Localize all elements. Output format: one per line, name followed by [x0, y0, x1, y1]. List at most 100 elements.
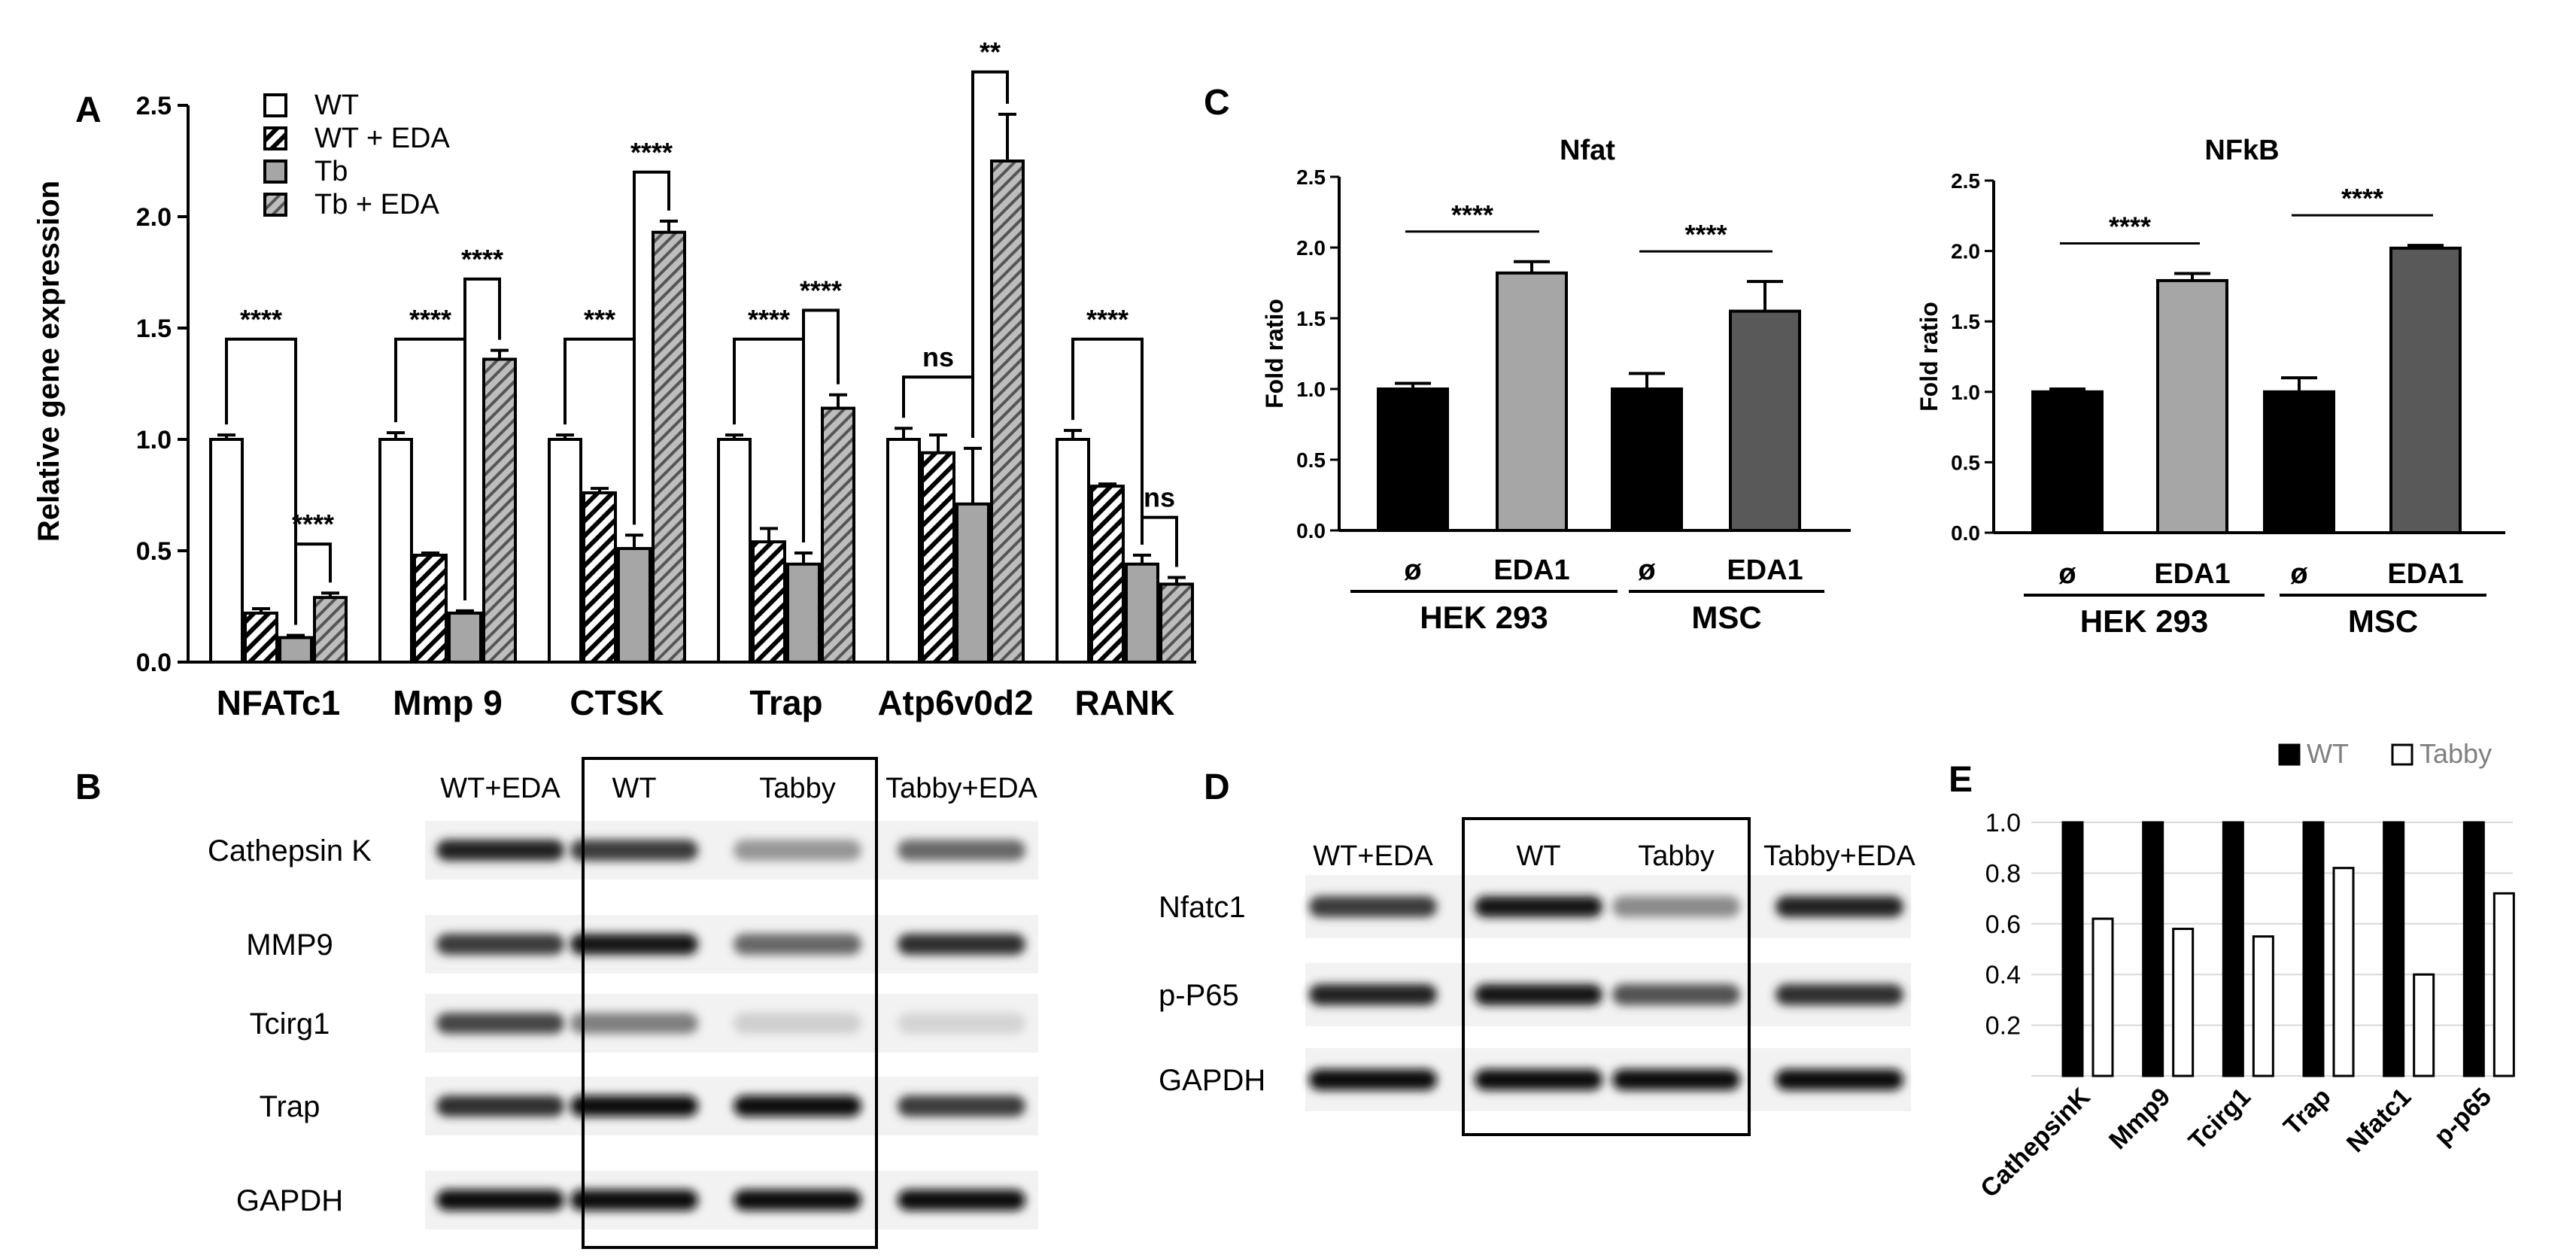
band	[1776, 984, 1903, 1005]
bar	[921, 451, 955, 664]
band	[734, 934, 861, 955]
y-tick-label: 1.0	[136, 426, 172, 454]
panel-a-ylabel: Relative gene expression	[32, 181, 65, 542]
significance-label: ****	[2341, 183, 2383, 214]
bar	[786, 562, 821, 664]
bar	[1377, 387, 1449, 532]
y-tick-label: 0.0	[136, 649, 172, 677]
y-tick-label: 2.5	[1951, 169, 1980, 193]
category-label: ø	[1404, 555, 1422, 586]
y-tick-label: 1.0	[1985, 809, 2021, 837]
bar	[2413, 973, 2435, 1077]
lane-label: WT+EDA	[1313, 840, 1433, 872]
significance-bracket	[1071, 337, 1144, 545]
bar	[2061, 821, 2084, 1077]
band	[1475, 984, 1602, 1005]
y-tick-label: 0.8	[1985, 859, 2021, 888]
y-tick-label: 0.4	[1985, 961, 2021, 989]
bar	[2172, 928, 2195, 1077]
y-tick-label: 1.5	[136, 314, 172, 343]
legend-swatch	[2391, 743, 2413, 766]
category-label: Trap	[2278, 1083, 2337, 1141]
y-tick-label: 0.2	[1985, 1012, 2021, 1041]
significance-label: ****	[748, 304, 790, 335]
protein-label: p-P65	[1159, 979, 1239, 1012]
band	[734, 1013, 861, 1034]
highlight-box	[1462, 817, 1751, 1136]
bar	[1056, 438, 1090, 664]
lane-label: Tabby	[1638, 840, 1714, 872]
y-tick-label: 1.0	[1296, 378, 1326, 401]
bar	[448, 611, 482, 664]
bar	[1125, 562, 1159, 664]
bar	[378, 438, 413, 664]
category-label: Nfatc1	[2341, 1083, 2417, 1158]
significance-label: ****	[240, 304, 282, 335]
highlight-box	[582, 757, 878, 1249]
band	[898, 840, 1025, 861]
y-tick-label: 2.5	[1296, 166, 1326, 189]
band	[1776, 896, 1903, 917]
bar	[955, 502, 990, 664]
band	[436, 1095, 564, 1117]
panel-a-chart: 0.0 0.5 1.0 1.5 2.0 2.5 NFATc1 Mmp 9 CTSK Trap Atp…	[136, 37, 1196, 722]
y-tick-label: 0.6	[1985, 910, 2021, 939]
protein-label: GAPDH	[1159, 1064, 1265, 1097]
band	[570, 1190, 698, 1211]
band	[436, 1190, 564, 1211]
protein-label: MMP9	[246, 928, 333, 962]
bar	[1729, 309, 1801, 532]
bar	[413, 553, 448, 664]
band	[1309, 984, 1437, 1005]
band	[1309, 896, 1437, 917]
significance-label: ****	[409, 304, 451, 335]
y-tick-label: 1.0	[1951, 381, 1980, 404]
lane-label: WT	[612, 773, 656, 804]
y-tick-label: 0.5	[136, 537, 172, 566]
band	[436, 840, 564, 861]
legend-swatch	[263, 160, 287, 184]
band	[1612, 984, 1740, 1005]
panel-d-letter: D	[1204, 767, 1230, 807]
significance-bracket	[225, 337, 297, 625]
category-label: ø	[1638, 555, 1656, 586]
category-label: Atp6v0d2	[877, 683, 1033, 722]
band	[436, 934, 564, 955]
bar	[2156, 278, 2228, 534]
bar	[2302, 821, 2325, 1077]
significance-bracket	[463, 277, 501, 600]
band	[1309, 1069, 1437, 1090]
chart-title: NFkB	[2204, 135, 2279, 166]
bar	[582, 491, 617, 664]
band	[1612, 896, 1740, 917]
panel-c-charts: Nfat Fold ratio 0.0 0.5 1.0 1.5 2.0 2.5 ø EDA1 ø ED…	[1261, 135, 2505, 639]
category-label: CTSK	[570, 683, 664, 722]
category-label: Mmp 9	[393, 683, 503, 722]
bar	[1159, 582, 1194, 664]
chart-title: Nfat	[1560, 135, 1615, 166]
panel-e-letter: E	[1949, 760, 1973, 800]
significance-label: ****	[1684, 219, 1727, 250]
category-label: EDA1	[2387, 558, 2463, 590]
y-axis-label: Fold ratio	[1915, 302, 1943, 412]
category-label: Mmp9	[2104, 1083, 2176, 1155]
category-label: p-p65	[2429, 1083, 2497, 1151]
band	[734, 840, 861, 861]
bar	[2383, 821, 2405, 1077]
legend-label: WT	[2307, 738, 2349, 769]
significance-label: ns	[1144, 482, 1175, 513]
category-label: EDA1	[1727, 555, 1803, 586]
band	[570, 1095, 698, 1117]
band	[436, 1013, 564, 1034]
legend-swatch	[263, 193, 287, 217]
legend-label: Tabby	[2420, 738, 2492, 769]
protein-label: Cathepsin K	[208, 834, 372, 868]
category-label: EDA1	[2154, 558, 2230, 590]
significance-label: **	[980, 37, 1001, 68]
panel-c-letter: C	[1204, 83, 1230, 123]
bar	[2222, 821, 2244, 1077]
band	[898, 1013, 1025, 1034]
band	[898, 1190, 1025, 1211]
bar	[886, 438, 921, 664]
